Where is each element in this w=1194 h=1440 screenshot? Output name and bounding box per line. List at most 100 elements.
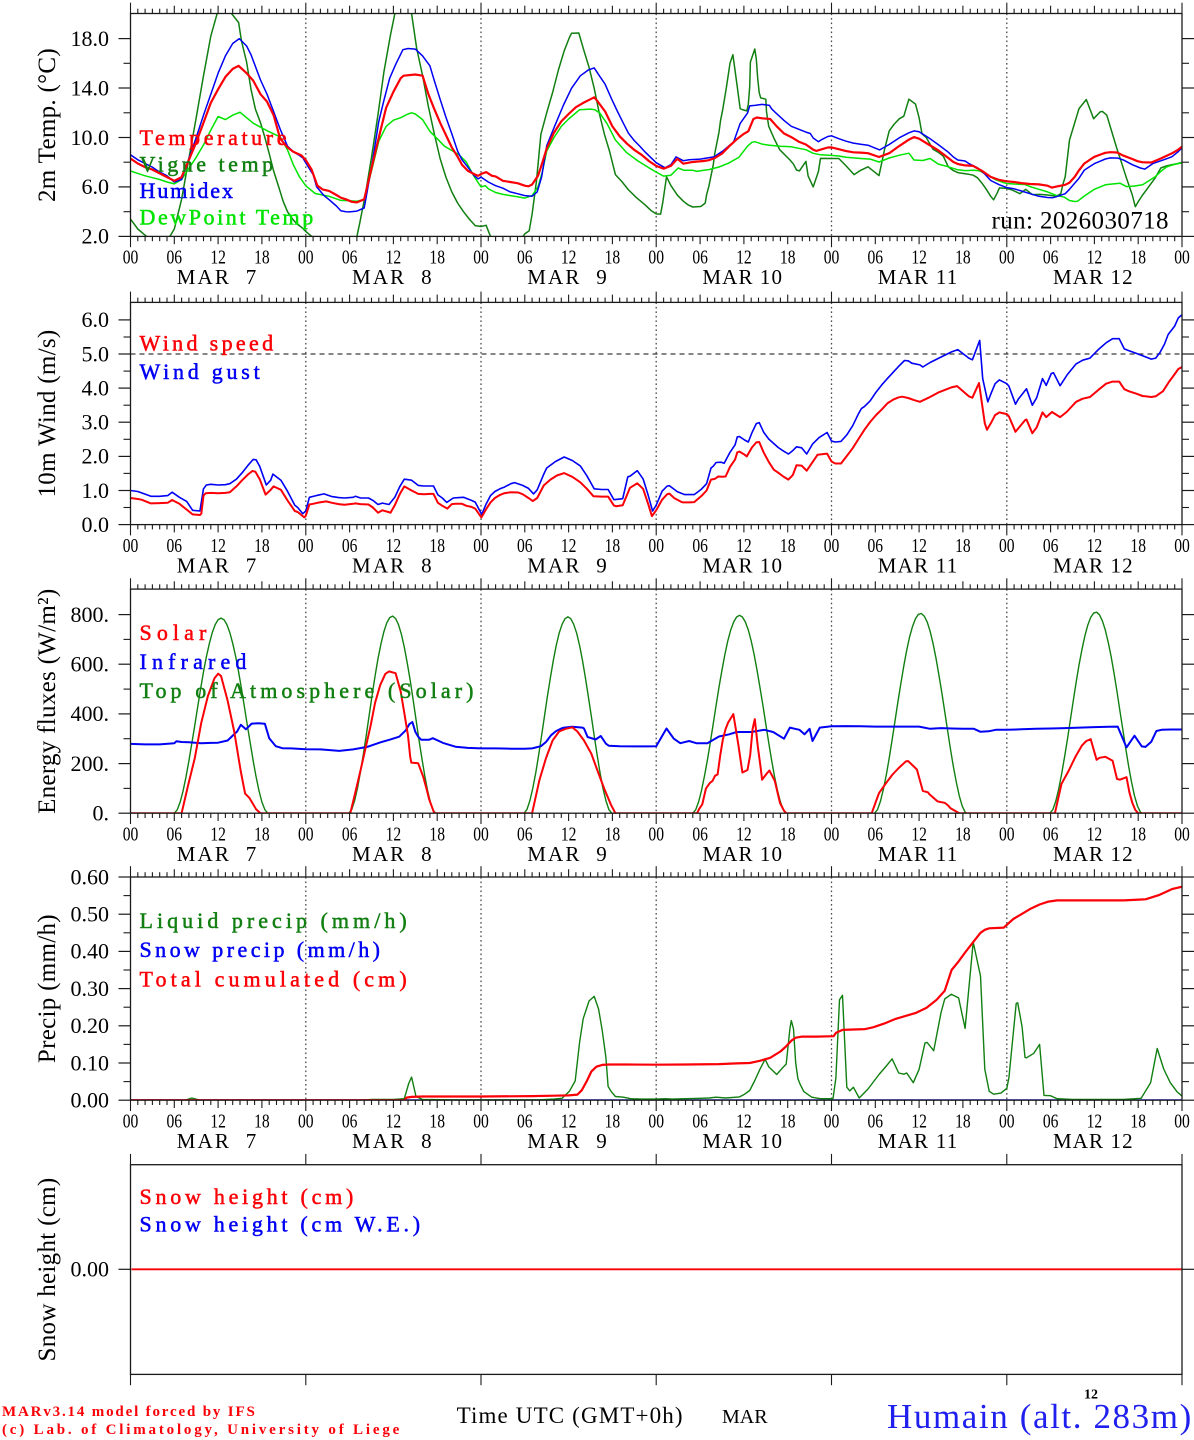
svg-text:18: 18: [254, 246, 270, 268]
svg-text:06: 06: [342, 823, 358, 845]
svg-text:14.0: 14.0: [71, 75, 110, 100]
svg-text:12: 12: [911, 1110, 927, 1132]
svg-text:06: 06: [167, 246, 183, 268]
svg-text:00: 00: [1174, 246, 1190, 268]
svg-text:MAR 11: MAR 11: [878, 553, 958, 577]
svg-text:18.0: 18.0: [71, 26, 110, 51]
svg-text:06: 06: [517, 246, 533, 268]
svg-text:18: 18: [429, 534, 445, 556]
svg-text:Time UTC (GMT+0h): Time UTC (GMT+0h): [457, 1403, 683, 1428]
svg-text:00: 00: [1174, 823, 1190, 845]
svg-text:6.0: 6.0: [82, 174, 110, 199]
svg-text:Snow height (cm): Snow height (cm): [140, 1184, 354, 1209]
svg-text:00: 00: [824, 534, 840, 556]
svg-text:06: 06: [692, 823, 708, 845]
svg-text:MAR 8: MAR 8: [352, 553, 432, 577]
svg-text:0.00: 0.00: [71, 1088, 110, 1113]
svg-text:12: 12: [911, 246, 927, 268]
svg-text:06: 06: [868, 246, 884, 268]
svg-text:0.00: 0.00: [71, 1257, 110, 1282]
svg-text:18: 18: [429, 1110, 445, 1132]
svg-text:12: 12: [210, 246, 226, 268]
svg-text:00: 00: [123, 1110, 139, 1132]
svg-text:12: 12: [561, 1110, 577, 1132]
svg-text:18: 18: [429, 823, 445, 845]
svg-text:12: 12: [736, 246, 752, 268]
svg-text:00: 00: [123, 823, 139, 845]
svg-text:06: 06: [692, 246, 708, 268]
svg-text:00: 00: [123, 246, 139, 268]
svg-text:MAR 9: MAR 9: [527, 553, 607, 577]
svg-text:00: 00: [298, 534, 314, 556]
svg-text:MAR 12: MAR 12: [1053, 553, 1133, 577]
svg-text:18: 18: [955, 823, 971, 845]
svg-text:MAR 7: MAR 7: [177, 842, 257, 866]
svg-text:18: 18: [955, 1110, 971, 1132]
svg-text:Humain (alt. 283m): Humain (alt. 283m): [887, 1397, 1193, 1436]
svg-text:06: 06: [167, 534, 183, 556]
svg-text:Snow height (cm): Snow height (cm): [34, 1178, 61, 1362]
svg-text:MAR 7: MAR 7: [177, 553, 257, 577]
svg-text:0.50: 0.50: [71, 902, 110, 927]
svg-text:12: 12: [210, 823, 226, 845]
svg-text:MAR 11: MAR 11: [878, 842, 958, 866]
svg-text:12: 12: [561, 246, 577, 268]
svg-text:18: 18: [254, 823, 270, 845]
svg-text:00: 00: [999, 246, 1015, 268]
svg-text:06: 06: [517, 1110, 533, 1132]
svg-text:Energy fluxes (W/m²): Energy fluxes (W/m²): [34, 588, 61, 813]
svg-text:MAR 9: MAR 9: [527, 265, 607, 289]
svg-text:2.0: 2.0: [82, 224, 110, 249]
svg-text:12: 12: [386, 246, 402, 268]
svg-text:00: 00: [648, 534, 664, 556]
svg-text:18: 18: [1130, 246, 1146, 268]
svg-text:MAR 8: MAR 8: [352, 842, 432, 866]
svg-text:06: 06: [342, 534, 358, 556]
svg-text:00: 00: [648, 1110, 664, 1132]
svg-text:06: 06: [342, 246, 358, 268]
svg-text:0.20: 0.20: [71, 1013, 110, 1038]
svg-text:00: 00: [999, 1110, 1015, 1132]
svg-text:18: 18: [780, 534, 796, 556]
svg-text:MAR 10: MAR 10: [702, 265, 782, 289]
svg-text:(c) Lab. of Climatology, Unive: (c) Lab. of Climatology, University of L…: [2, 1422, 400, 1438]
svg-text:00: 00: [298, 1110, 314, 1132]
svg-text:00: 00: [473, 246, 489, 268]
svg-text:18: 18: [429, 246, 445, 268]
svg-text:MAR: MAR: [722, 1406, 768, 1428]
svg-text:06: 06: [167, 823, 183, 845]
svg-text:MAR 12: MAR 12: [1053, 265, 1133, 289]
svg-text:00: 00: [473, 1110, 489, 1132]
svg-text:00: 00: [824, 246, 840, 268]
svg-text:06: 06: [868, 534, 884, 556]
svg-text:10.0: 10.0: [71, 125, 110, 150]
svg-text:2m Temp. (°C): 2m Temp. (°C): [34, 48, 61, 202]
svg-text:Liquid precip (mm/h): Liquid precip (mm/h): [140, 908, 407, 933]
svg-text:06: 06: [1043, 246, 1059, 268]
svg-text:06: 06: [1043, 1110, 1059, 1132]
svg-text:06: 06: [692, 534, 708, 556]
svg-text:6.0: 6.0: [82, 307, 110, 332]
svg-text:MAR 10: MAR 10: [702, 842, 782, 866]
svg-text:run: 2026030718: run: 2026030718: [992, 208, 1169, 235]
svg-text:06: 06: [342, 1110, 358, 1132]
svg-text:0.0: 0.0: [82, 512, 110, 537]
svg-text:1.0: 1.0: [82, 478, 110, 503]
svg-text:12: 12: [561, 823, 577, 845]
svg-text:00: 00: [473, 823, 489, 845]
svg-text:MAR 7: MAR 7: [177, 265, 257, 289]
svg-text:0.40: 0.40: [71, 939, 110, 964]
svg-text:12: 12: [210, 1110, 226, 1132]
svg-text:00: 00: [298, 246, 314, 268]
svg-text:DewPoint Temp: DewPoint Temp: [140, 205, 314, 230]
svg-text:Temperature: Temperature: [140, 125, 287, 150]
svg-text:12: 12: [911, 534, 927, 556]
svg-text:MAR 10: MAR 10: [702, 1129, 782, 1153]
svg-text:00: 00: [473, 534, 489, 556]
svg-text:06: 06: [868, 823, 884, 845]
svg-text:00: 00: [648, 246, 664, 268]
svg-text:00: 00: [648, 823, 664, 845]
svg-text:00: 00: [999, 534, 1015, 556]
svg-text:2.0: 2.0: [82, 444, 110, 469]
svg-text:00: 00: [824, 823, 840, 845]
